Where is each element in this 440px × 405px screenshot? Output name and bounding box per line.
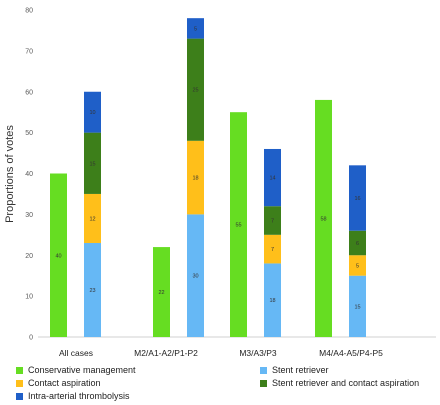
bar-segment <box>349 165 366 231</box>
bar-segment <box>264 263 281 337</box>
data-label: 5 <box>356 263 359 269</box>
data-label: 5 <box>194 26 197 32</box>
y-tick-label: 80 <box>25 8 33 15</box>
legend-swatch <box>260 366 267 374</box>
y-tick-label: 30 <box>25 212 33 219</box>
y-axis-ticks: 0 10 20 30 40 50 60 70 80 <box>25 8 33 342</box>
y-tick-label: 70 <box>25 48 33 55</box>
bar-segment <box>187 140 204 215</box>
data-label: 12 <box>89 216 95 222</box>
legend-item: Stent retriever and contact aspiration <box>260 378 419 388</box>
legend-swatch <box>16 379 23 387</box>
bar-segment <box>187 18 204 39</box>
bar-segment <box>349 255 366 276</box>
legend-swatch <box>260 379 267 387</box>
data-label: 25 <box>192 88 198 94</box>
bar-segment <box>187 38 204 141</box>
data-label: 55 <box>235 223 241 229</box>
legend-label: Contact aspiration <box>28 378 101 388</box>
data-label: 22 <box>158 290 164 296</box>
y-tick-label: 10 <box>25 294 33 301</box>
bar-conservative <box>230 112 247 337</box>
data-label: 7 <box>271 247 274 253</box>
data-label: 10 <box>89 110 95 116</box>
y-tick-label: 0 <box>29 335 33 342</box>
data-label: 30 <box>192 274 198 280</box>
data-label: 58 <box>320 216 326 222</box>
bar-segment <box>84 193 101 243</box>
bar-segment <box>349 230 366 256</box>
category-labels: All cases M2/A1-A2/P1-P2 M3/A3/P3 M4/A4-A5/… <box>59 348 383 358</box>
data-label: 7 <box>271 219 274 225</box>
category-label: M3/A3/P3 <box>239 348 277 358</box>
bar-conservative <box>153 247 170 337</box>
y-tick-label: 20 <box>25 253 33 260</box>
bar-segment <box>349 275 366 337</box>
legend-swatch <box>16 366 23 374</box>
category-label: All cases <box>59 348 93 358</box>
bar-segment <box>84 91 101 133</box>
bar-segment <box>84 242 101 337</box>
legend-label: Stent retriever and contact aspiration <box>272 378 420 388</box>
category-label: M4/A4-A5/P4-P5 <box>319 348 383 358</box>
y-tick-label: 50 <box>25 130 33 137</box>
legend-item: Stent retriever <box>260 365 329 375</box>
data-label: 18 <box>192 176 198 182</box>
data-label: 16 <box>354 196 360 202</box>
data-label: 18 <box>269 298 275 304</box>
data-label: 40 <box>55 253 61 259</box>
legend-swatch <box>16 392 23 400</box>
data-label: 23 <box>89 288 95 294</box>
bar-segment <box>84 132 101 194</box>
category-label: M2/A1-A2/P1-P2 <box>134 348 198 358</box>
y-tick-label: 60 <box>25 89 33 96</box>
data-label: 15 <box>354 304 360 310</box>
bar-conservative <box>315 99 332 337</box>
legend-item: Conservative management <box>16 365 136 375</box>
legend-label: Intra-arterial thrombolysis <box>28 391 130 401</box>
legend-label: Stent retriever <box>272 365 329 375</box>
y-axis-label: Proportions of votes <box>4 125 16 223</box>
bar-conservative <box>50 173 67 337</box>
bar-segment <box>264 206 281 235</box>
bar-segment <box>264 148 281 207</box>
legend-label: Conservative management <box>28 365 136 375</box>
bar-chart: Proportions of votes 0 10 20 30 40 50 60 70 80 4… <box>4 8 436 358</box>
bar-segment <box>264 234 281 264</box>
y-tick-label: 40 <box>25 171 33 178</box>
data-label: 15 <box>89 161 95 167</box>
legend-item: Contact aspiration <box>16 378 101 388</box>
y-axis-title: Proportions of votes <box>4 125 16 223</box>
data-label: 14 <box>269 176 275 182</box>
legend-item: Intra-arterial thrombolysis <box>16 391 130 401</box>
bar-segment <box>187 214 204 337</box>
data-label: 6 <box>356 241 359 247</box>
